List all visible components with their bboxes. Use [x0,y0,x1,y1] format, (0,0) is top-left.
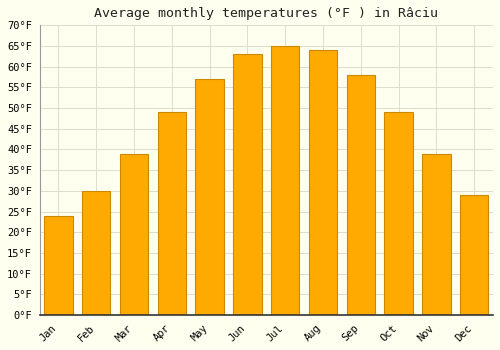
Bar [196,79,224,315]
Bar [346,75,375,315]
Bar [234,54,262,315]
Title: Average monthly temperatures (°F ) in Râciu: Average monthly temperatures (°F ) in Râ… [94,7,438,20]
Bar [44,216,72,315]
Bar [120,154,148,315]
Bar [422,154,450,315]
Bar [271,46,300,315]
Bar [384,112,413,315]
Bar [309,50,337,315]
Bar [82,191,110,315]
Bar [158,112,186,315]
Bar [460,195,488,315]
